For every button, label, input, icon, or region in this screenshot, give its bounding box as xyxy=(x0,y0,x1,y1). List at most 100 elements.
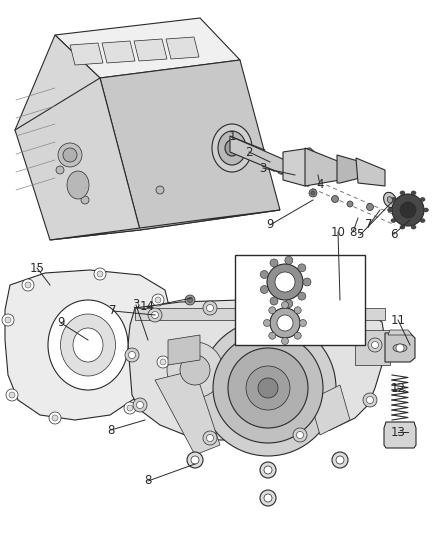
Polygon shape xyxy=(385,333,415,362)
Text: 8: 8 xyxy=(107,424,115,437)
Circle shape xyxy=(311,191,315,195)
Ellipse shape xyxy=(67,171,89,199)
Circle shape xyxy=(2,314,14,326)
Circle shape xyxy=(309,189,317,197)
Circle shape xyxy=(363,393,377,407)
Circle shape xyxy=(124,402,136,414)
Circle shape xyxy=(293,428,307,442)
Ellipse shape xyxy=(48,300,128,390)
Polygon shape xyxy=(337,155,360,183)
Circle shape xyxy=(97,271,103,277)
Circle shape xyxy=(367,397,374,403)
Text: 1: 1 xyxy=(228,131,236,143)
Circle shape xyxy=(336,456,344,464)
Ellipse shape xyxy=(420,197,425,201)
Polygon shape xyxy=(356,158,385,186)
Circle shape xyxy=(94,268,106,280)
Ellipse shape xyxy=(400,225,405,229)
Circle shape xyxy=(313,301,327,315)
Circle shape xyxy=(332,452,348,468)
Circle shape xyxy=(258,378,278,398)
Ellipse shape xyxy=(225,140,239,156)
Circle shape xyxy=(228,348,308,428)
Circle shape xyxy=(270,259,278,267)
Ellipse shape xyxy=(387,197,393,204)
Ellipse shape xyxy=(391,197,396,201)
Text: 11: 11 xyxy=(391,313,406,327)
Ellipse shape xyxy=(420,219,425,223)
Text: 7: 7 xyxy=(109,304,117,318)
Ellipse shape xyxy=(411,191,416,195)
Circle shape xyxy=(275,272,295,292)
Circle shape xyxy=(152,311,159,319)
Polygon shape xyxy=(310,385,350,435)
Circle shape xyxy=(269,332,276,339)
Circle shape xyxy=(187,452,203,468)
Polygon shape xyxy=(166,37,199,59)
Circle shape xyxy=(191,456,199,464)
Circle shape xyxy=(264,466,272,474)
Circle shape xyxy=(367,204,374,211)
Text: 8: 8 xyxy=(350,225,357,238)
Circle shape xyxy=(300,319,307,327)
Circle shape xyxy=(298,292,306,300)
Circle shape xyxy=(270,297,278,305)
Ellipse shape xyxy=(384,192,396,208)
Ellipse shape xyxy=(391,219,396,223)
Polygon shape xyxy=(50,210,280,240)
Circle shape xyxy=(285,256,293,264)
Polygon shape xyxy=(15,35,100,175)
Circle shape xyxy=(282,337,289,344)
Polygon shape xyxy=(305,148,340,186)
Text: 12: 12 xyxy=(391,382,406,394)
Polygon shape xyxy=(135,308,385,320)
Circle shape xyxy=(400,202,416,218)
Polygon shape xyxy=(230,136,285,175)
Circle shape xyxy=(213,333,323,443)
Circle shape xyxy=(58,143,82,167)
Text: 13: 13 xyxy=(391,425,406,439)
Polygon shape xyxy=(102,41,135,63)
Circle shape xyxy=(152,294,164,306)
Text: 2: 2 xyxy=(245,146,253,158)
Polygon shape xyxy=(5,270,170,420)
Circle shape xyxy=(270,308,300,338)
Text: 3: 3 xyxy=(132,298,140,311)
Circle shape xyxy=(52,415,58,421)
Text: 9: 9 xyxy=(57,317,65,329)
Text: 8: 8 xyxy=(144,474,152,488)
Circle shape xyxy=(260,490,276,506)
Circle shape xyxy=(127,405,133,411)
Circle shape xyxy=(303,278,311,286)
Circle shape xyxy=(206,304,213,311)
Circle shape xyxy=(180,355,210,385)
Circle shape xyxy=(22,279,34,291)
Polygon shape xyxy=(384,422,416,448)
Circle shape xyxy=(206,434,213,441)
Circle shape xyxy=(371,342,378,349)
Circle shape xyxy=(128,351,135,359)
Ellipse shape xyxy=(393,344,407,352)
Polygon shape xyxy=(128,300,385,440)
Circle shape xyxy=(282,302,289,309)
Circle shape xyxy=(185,295,195,305)
Text: 4: 4 xyxy=(316,179,324,191)
Ellipse shape xyxy=(411,225,416,229)
Text: 5: 5 xyxy=(356,229,364,241)
Circle shape xyxy=(148,308,162,322)
Polygon shape xyxy=(283,148,320,186)
Polygon shape xyxy=(100,60,280,230)
Ellipse shape xyxy=(388,208,392,212)
Polygon shape xyxy=(15,78,140,240)
Text: 14: 14 xyxy=(139,301,155,313)
Circle shape xyxy=(246,366,290,410)
Circle shape xyxy=(267,264,303,300)
Circle shape xyxy=(157,356,169,368)
Circle shape xyxy=(125,348,139,362)
Ellipse shape xyxy=(400,191,405,195)
Text: 15: 15 xyxy=(29,262,44,274)
Circle shape xyxy=(49,412,61,424)
Polygon shape xyxy=(168,335,200,365)
Circle shape xyxy=(260,462,276,478)
Circle shape xyxy=(81,196,89,204)
